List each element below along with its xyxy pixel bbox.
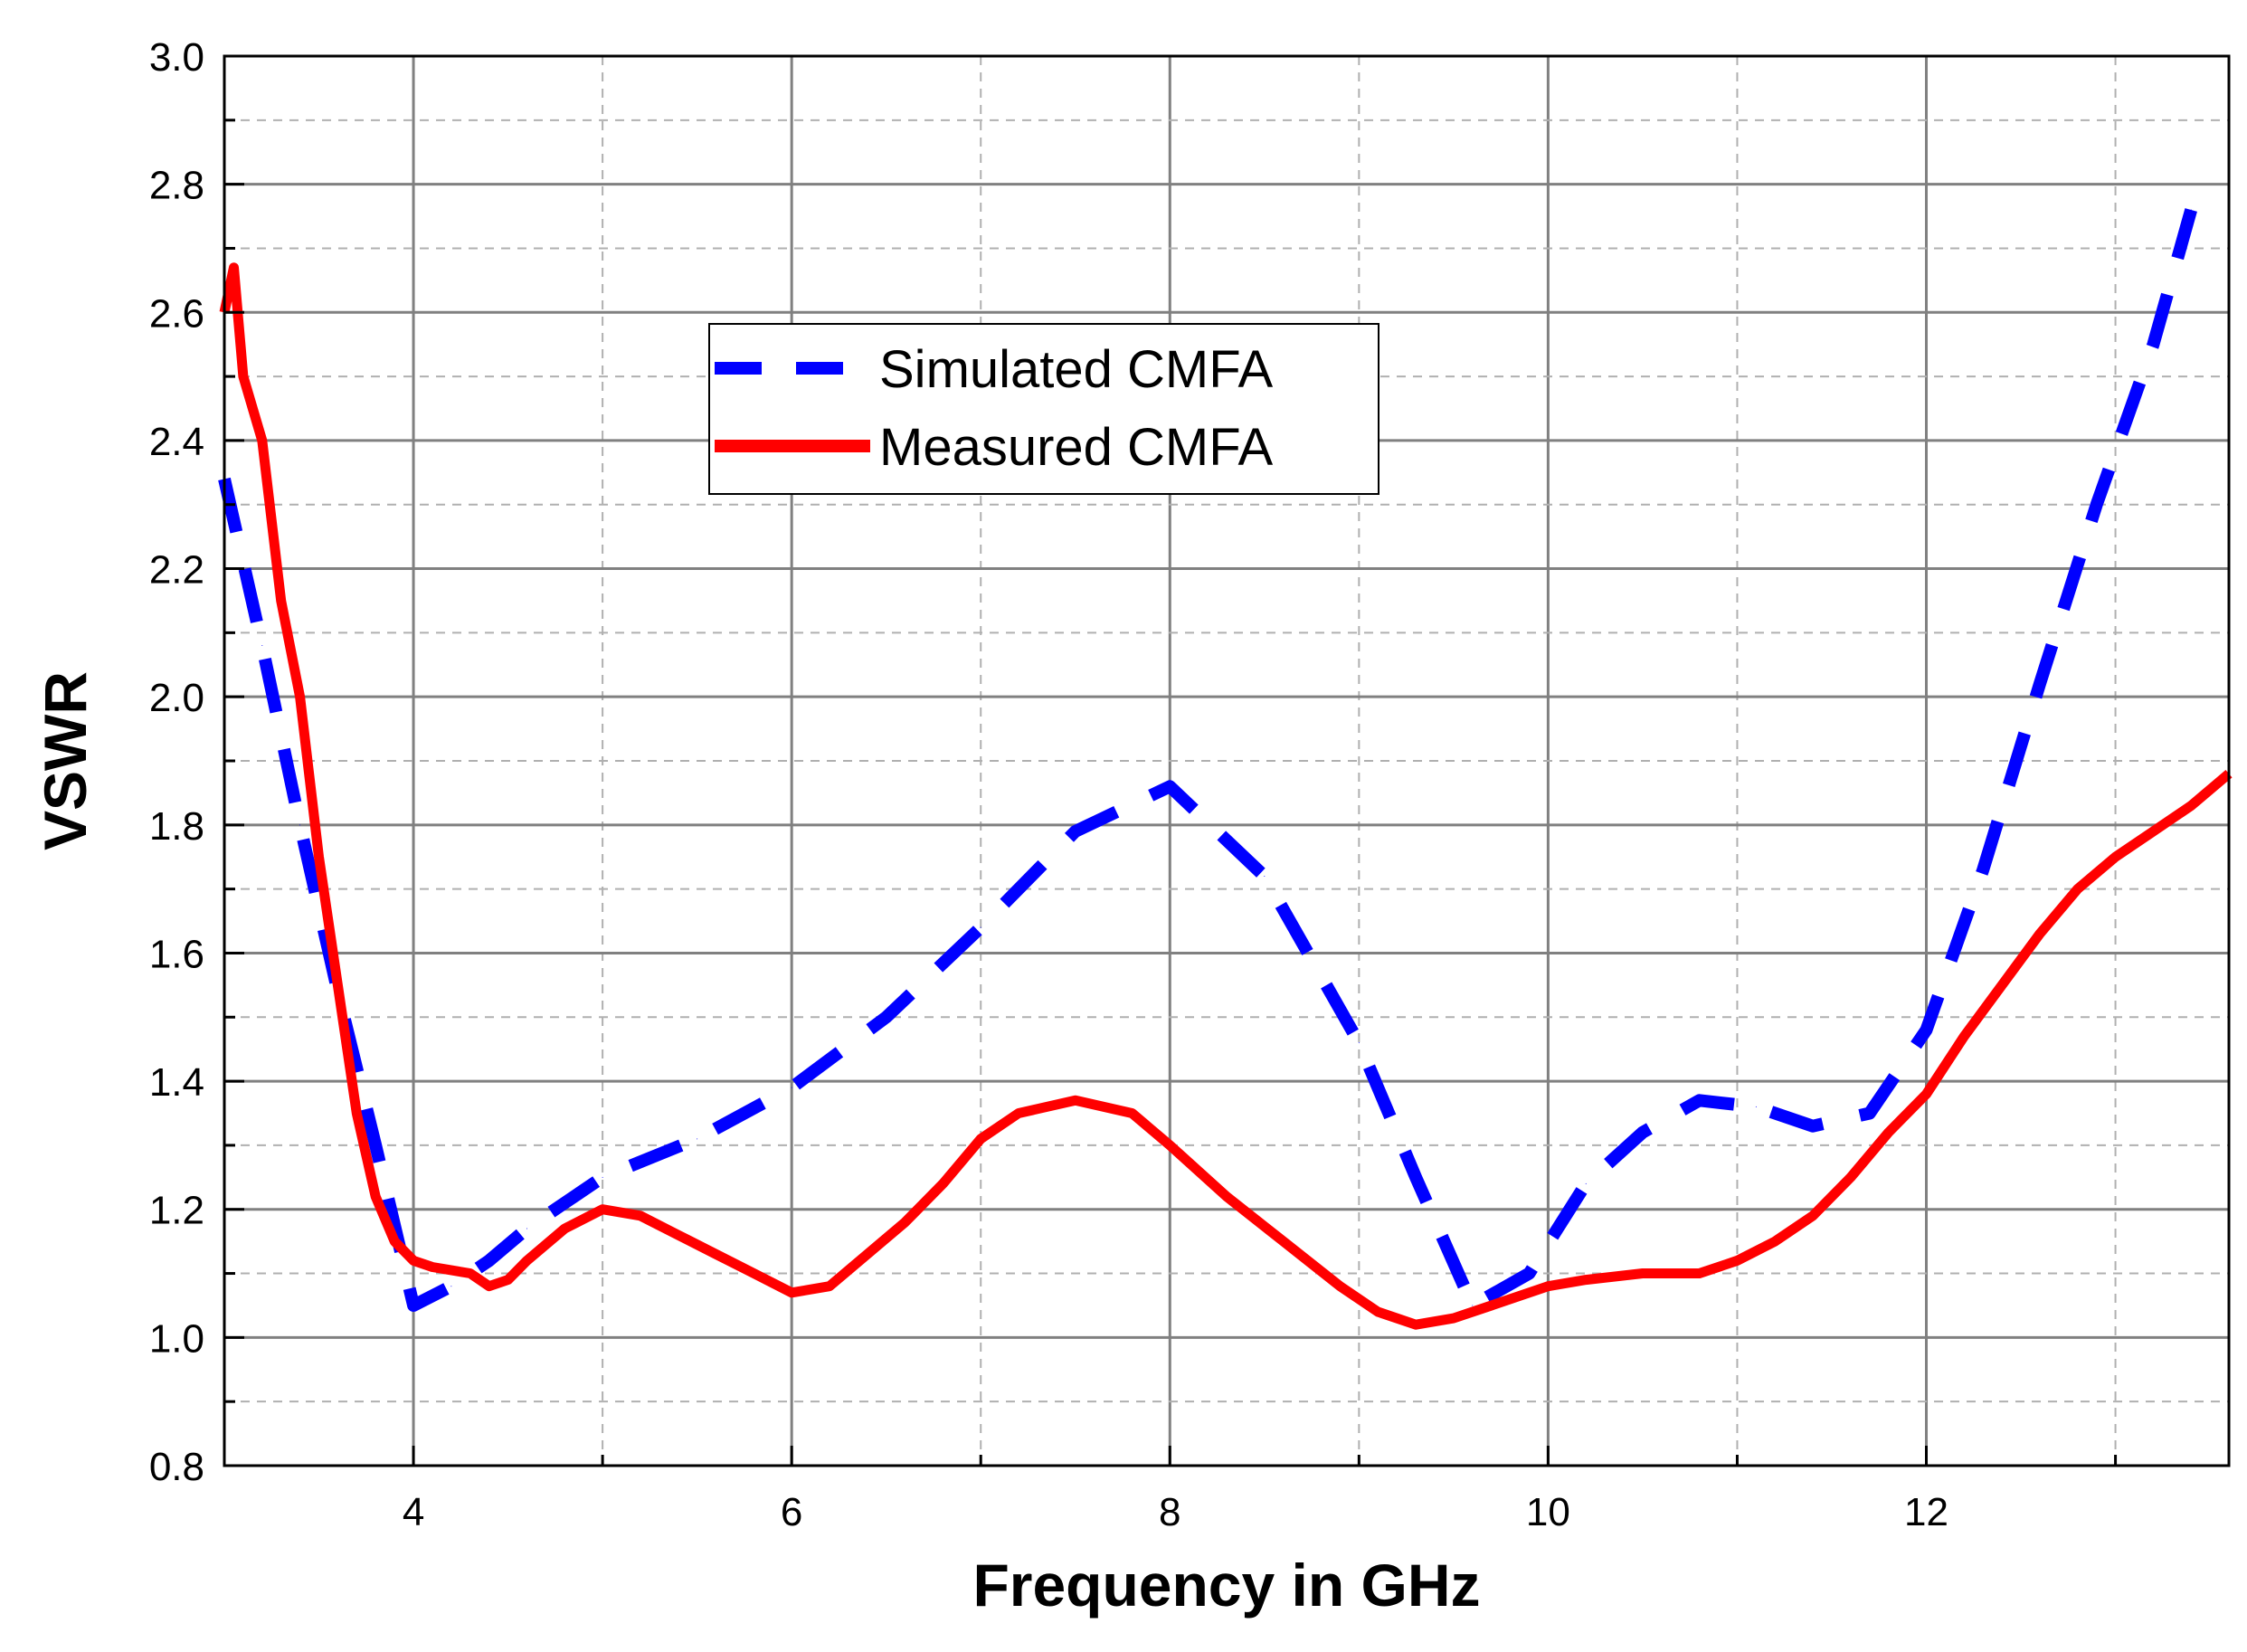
y-tick-label: 2.0 [149,676,204,720]
data-point [1812,1125,1814,1127]
y-axis-title: VSWR [32,671,99,850]
data-point [356,1113,357,1114]
data-point [2077,888,2079,890]
data-point [1131,1113,1133,1114]
y-tick-label: 1.2 [149,1189,204,1233]
data-point [1264,875,1266,877]
data-point [867,1253,868,1255]
data-point [1736,1259,1738,1261]
data-point [242,375,244,377]
data-point [1963,1036,1965,1038]
data-point [2190,209,2192,211]
legend: Simulated CMFA Measured CMFA [708,323,1379,495]
data-point [1528,1273,1530,1275]
data-point [1169,1144,1171,1146]
y-tick-label: 2.8 [149,164,204,208]
x-tick-label: 10 [1526,1490,1570,1534]
data-point [488,1259,490,1261]
data-point [1415,1176,1417,1178]
data-point [299,824,301,826]
legend-label-simulated: Simulated CMFA [879,340,1273,399]
data-point [393,1240,395,1242]
y-tick-label: 0.8 [149,1445,204,1489]
data-point [1926,1093,1928,1095]
data-point [526,1228,527,1230]
data-point [261,645,263,647]
data-point [1812,1215,1814,1217]
y-tick-label: 2.6 [149,291,204,336]
data-point [374,1196,376,1198]
series-layer [218,208,2233,1330]
data-point [1453,1317,1455,1319]
y-tick-label: 1.8 [149,804,204,849]
data-point [1075,1099,1076,1101]
data-point [1850,1176,1852,1178]
grid [223,54,2229,1467]
legend-label-measured: Measured CMFA [879,418,1273,477]
data-point [1642,1273,1644,1275]
data-point [261,440,263,441]
data-point [1774,1240,1776,1242]
data-point [1869,1113,1871,1114]
data-point [1415,1324,1417,1325]
series-line-simulated [218,208,2197,1312]
data-point [1585,1182,1587,1184]
data-point [602,1176,603,1178]
x-tick-label: 6 [781,1490,802,1534]
data-point [1699,1099,1701,1101]
data-point [2096,504,2098,506]
data-point [564,1228,565,1230]
data-point [2152,344,2154,346]
y-tick-label: 1.6 [149,932,204,976]
data-point [412,1259,414,1261]
data-point [1642,1132,1644,1134]
data-point [602,1209,603,1211]
x-tick-label: 12 [1904,1490,1948,1534]
data-point [2039,933,2041,935]
data-point [1755,1106,1757,1107]
data-point [1283,1240,1285,1242]
y-tick-label: 1.4 [149,1060,204,1105]
data-point [1982,869,1984,870]
y-tick-label: 2.4 [149,420,204,464]
data-point [318,856,320,858]
data-point [1699,1273,1701,1275]
tick-labels: 4 6 8 10 12 0.8 1.0 1.2 1.4 1.6 1.8 2.0 2.2 2.4 2.6 2.8… [149,35,1948,1534]
data-point [2190,805,2192,807]
data-point [1888,1132,1890,1134]
data-point [1377,1311,1379,1313]
data-point [2001,984,2003,986]
x-axis-title: Frequency in GHz [972,1552,1480,1619]
y-tick-label: 3.0 [149,35,204,80]
y-tick-label: 1.0 [149,1316,204,1361]
data-point [469,1273,471,1275]
data-point [1226,1196,1228,1198]
data-point [232,267,234,269]
x-tick-label: 8 [1159,1490,1180,1534]
data-point [337,984,338,986]
data-point [1585,1279,1587,1281]
y-tick-label: 2.2 [149,548,204,593]
legend-box [708,323,1379,495]
data-point [526,1259,527,1261]
data-point [1169,785,1171,787]
data-point [1358,1042,1360,1044]
data-point [280,600,282,602]
data-point [2039,683,2041,685]
ticks [223,54,2118,1467]
data-point [299,696,301,698]
series-line-measured [219,262,2233,1330]
data-point [507,1279,509,1281]
x-tick-label: 4 [403,1490,424,1534]
data-point [374,1144,376,1146]
data-point [2115,856,2117,858]
